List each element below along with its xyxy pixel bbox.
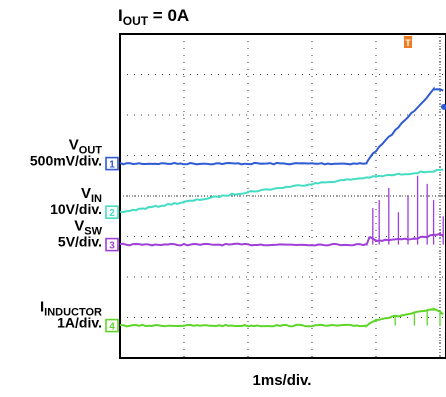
channel-name-ch4: IINDUCTOR (40, 299, 102, 319)
x-axis-label: 1ms/div. (253, 372, 312, 389)
trace-ch2 (119, 168, 444, 214)
channel-scale-ch2: 10V/div. (50, 201, 102, 217)
ground-marker-ch2 (105, 205, 119, 219)
trigger-marker-label: T (405, 38, 411, 48)
trace-ch1 (119, 86, 444, 166)
ground-marker-label-ch3: 3 (109, 241, 115, 252)
channel-name-sub: INDUCTOR (44, 307, 102, 319)
channel-name-main: V (81, 185, 91, 202)
trace-ch3 (119, 232, 444, 247)
channel-name-main: V (69, 137, 79, 154)
ground-marker-ch3 (105, 237, 119, 252)
ground-marker-ch4 (105, 318, 119, 333)
ground-markers: T 1 2 3 4 (105, 36, 446, 333)
channel-name-ch1: VOUT (69, 137, 103, 157)
channel-name-sub: OUT (79, 145, 103, 157)
vout-level-dot (441, 103, 446, 110)
channel-name-sub: SW (84, 226, 102, 238)
grid (120, 34, 446, 358)
traces (119, 86, 444, 328)
trigger-marker (404, 36, 412, 48)
channel-name-sub: IN (91, 193, 102, 205)
channel-name-main: I (40, 299, 44, 316)
chart-title: IOUT = 0A (118, 6, 189, 28)
plot-area: T 1 2 3 4 (105, 33, 446, 359)
ground-marker-label-ch4: 4 (109, 322, 115, 333)
channel-name-main: V (74, 218, 84, 235)
channel-name-ch2: VIN (81, 185, 102, 205)
channel-labels: VOUT500mV/div.VIN10V/div.VSW5V/div.IINDU… (30, 137, 103, 331)
title-sub: OUT (123, 14, 149, 28)
title-rest: = 0A (148, 6, 189, 25)
channel-scale-ch4: 1A/div. (57, 315, 102, 331)
channel-scale-ch1: 500mV/div. (30, 153, 102, 169)
title-main: I (118, 6, 123, 25)
ground-marker-label-ch1: 1 (109, 160, 115, 171)
ground-marker-ch1 (105, 156, 119, 171)
trace-ch4 (120, 307, 444, 328)
channel-scale-ch3: 5V/div. (58, 234, 102, 250)
channel-name-ch3: VSW (74, 218, 102, 238)
ground-marker-label-ch2: 2 (109, 208, 115, 219)
